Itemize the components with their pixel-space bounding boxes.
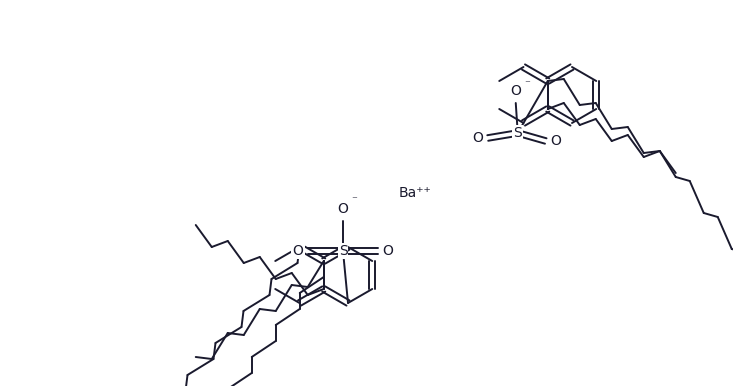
Text: S: S (339, 244, 347, 258)
Text: O: O (510, 84, 521, 98)
Text: O: O (550, 134, 561, 148)
Text: Ba⁺⁺: Ba⁺⁺ (399, 186, 432, 200)
Text: O: O (472, 131, 483, 145)
Text: ⁻: ⁻ (524, 79, 530, 89)
Text: ⁻: ⁻ (351, 195, 357, 205)
Text: O: O (338, 202, 348, 216)
Text: O: O (383, 244, 394, 258)
Text: S: S (513, 126, 522, 140)
Text: O: O (292, 244, 303, 258)
